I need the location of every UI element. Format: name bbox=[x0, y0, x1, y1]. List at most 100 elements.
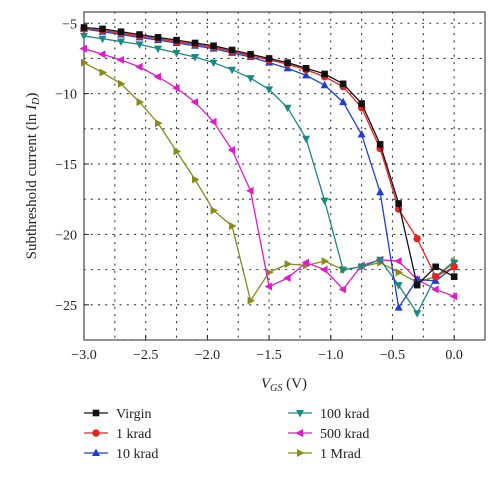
data-point bbox=[320, 265, 328, 274]
data-point bbox=[394, 282, 403, 290]
data-point bbox=[247, 50, 254, 58]
data-point bbox=[80, 24, 88, 31]
legend-label: 1 Mrad bbox=[320, 447, 361, 462]
x-tick-label: −2.0 bbox=[195, 348, 220, 363]
legend-swatch-marker bbox=[92, 448, 100, 456]
data-point bbox=[357, 129, 366, 138]
data-point bbox=[376, 256, 385, 265]
data-point bbox=[118, 79, 126, 88]
series-group bbox=[79, 24, 459, 318]
data-point bbox=[209, 117, 217, 126]
data-point bbox=[339, 80, 347, 88]
series-3 bbox=[80, 32, 459, 318]
data-point bbox=[246, 186, 254, 195]
data-point bbox=[301, 258, 310, 267]
data-point bbox=[338, 285, 347, 294]
data-point bbox=[431, 285, 439, 294]
data-point bbox=[173, 36, 180, 44]
x-tick-label: −0.5 bbox=[380, 348, 405, 363]
data-point bbox=[284, 259, 293, 268]
data-point bbox=[227, 145, 236, 154]
data-point bbox=[210, 42, 217, 50]
x-tick-label: −1.5 bbox=[256, 348, 281, 363]
x-tick-label: −2.5 bbox=[133, 348, 158, 363]
data-point bbox=[154, 45, 163, 54]
data-point bbox=[99, 25, 106, 33]
grid bbox=[83, 11, 486, 341]
data-point bbox=[155, 119, 163, 128]
data-point bbox=[302, 70, 311, 79]
legend-swatch-marker bbox=[92, 409, 100, 417]
legend-item-0: Virgin bbox=[84, 407, 151, 422]
data-point bbox=[98, 50, 106, 59]
data-point bbox=[358, 100, 365, 107]
data-point bbox=[283, 274, 291, 283]
legend-item-4: 500 krad bbox=[288, 427, 369, 442]
data-point bbox=[321, 70, 328, 78]
data-point bbox=[413, 310, 422, 318]
legend-label: 100 krad bbox=[320, 407, 369, 422]
data-point bbox=[116, 55, 125, 64]
data-point bbox=[266, 268, 274, 277]
x-tick-label: 0.0 bbox=[445, 348, 463, 363]
data-point bbox=[172, 49, 181, 58]
data-point bbox=[191, 39, 199, 47]
y-axis-title: Subthreshold current (ln ID) bbox=[24, 93, 42, 260]
data-point bbox=[320, 197, 329, 206]
legend-label: 1 krad bbox=[116, 427, 151, 442]
data-point bbox=[136, 31, 143, 38]
legend-item-3: 100 krad bbox=[288, 407, 369, 422]
data-point bbox=[136, 98, 145, 107]
legend-swatch-marker bbox=[295, 429, 303, 437]
x-tick-label: −1.0 bbox=[318, 348, 343, 363]
legend-label: 500 krad bbox=[320, 427, 369, 442]
data-point bbox=[395, 200, 402, 207]
data-point bbox=[376, 187, 385, 196]
y-tick-label: −5 bbox=[62, 17, 77, 32]
data-point bbox=[283, 104, 292, 113]
data-point bbox=[450, 263, 458, 271]
data-point bbox=[80, 32, 88, 41]
data-point bbox=[376, 141, 384, 148]
y-tick-label: −25 bbox=[55, 299, 77, 314]
legend-item-1: 1 krad bbox=[84, 427, 151, 442]
data-point bbox=[229, 221, 237, 230]
data-point bbox=[154, 34, 162, 41]
data-point bbox=[190, 98, 199, 107]
data-point bbox=[117, 38, 126, 47]
data-point bbox=[191, 54, 200, 62]
data-point bbox=[449, 292, 458, 301]
legend: Virgin 1 krad 10 krad 100 krad 500 krad 1 Mra… bbox=[84, 407, 369, 462]
data-point bbox=[79, 44, 87, 53]
data-point bbox=[265, 86, 274, 94]
data-point bbox=[135, 62, 143, 71]
series-0 bbox=[80, 24, 458, 289]
data-point bbox=[432, 263, 439, 271]
data-point bbox=[321, 257, 330, 266]
data-point bbox=[246, 75, 255, 83]
y-tick-label: −20 bbox=[55, 228, 77, 243]
legend-label: 10 krad bbox=[116, 447, 158, 462]
y-tick-label: −10 bbox=[55, 88, 77, 103]
data-point bbox=[173, 147, 182, 156]
legend-label: Virgin bbox=[116, 407, 151, 422]
data-point bbox=[413, 234, 421, 243]
data-point bbox=[99, 68, 108, 77]
data-point bbox=[284, 59, 291, 66]
x-tick-label: −3.0 bbox=[71, 348, 96, 363]
legend-item-2: 10 krad bbox=[84, 447, 158, 462]
legend-swatch-marker bbox=[92, 429, 100, 437]
data-point bbox=[302, 65, 310, 72]
data-point bbox=[339, 97, 348, 106]
data-point bbox=[117, 28, 125, 36]
data-point bbox=[172, 84, 180, 93]
plot-frame bbox=[83, 11, 486, 341]
y-tick-label: −15 bbox=[55, 158, 77, 173]
data-point bbox=[153, 72, 162, 81]
data-point bbox=[413, 274, 422, 283]
data-point bbox=[394, 257, 402, 266]
data-point bbox=[192, 175, 200, 184]
data-point bbox=[302, 135, 311, 144]
axis-ticks: −3.0 −2.5 −2.0 −1.5 −1.0 −0.5 0.0 −5 −10 −15 −20 −2… bbox=[55, 17, 463, 363]
